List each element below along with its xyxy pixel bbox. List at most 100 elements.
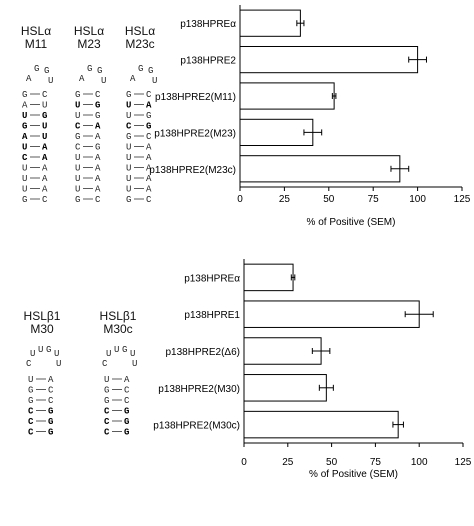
stem-left-nucleotide: U [75, 185, 80, 195]
stem-right-nucleotide: A [48, 375, 54, 385]
stem-right-nucleotide: A [146, 153, 152, 163]
x-tick-label: 25 [282, 457, 294, 468]
stem-left-nucleotide: C [104, 417, 110, 427]
stem-right-nucleotide: A [42, 143, 48, 153]
stem-left-nucleotide: U [104, 375, 109, 385]
stem-right-nucleotide: C [95, 195, 101, 205]
stem-left-nucleotide: C [75, 122, 81, 132]
stem-right-nucleotide: A [95, 164, 101, 174]
loop-nucleotide: G [44, 66, 49, 76]
structure-title-line: M23c [125, 37, 155, 51]
x-tick-label: 100 [411, 457, 428, 468]
stem-loop-bottom-1: U U G UC UU AG CG CC GC GC G [102, 345, 137, 438]
stem-left-nucleotide: U [22, 174, 27, 184]
stem-right-nucleotide: A [146, 101, 152, 111]
stem-left-nucleotide: G [22, 90, 27, 100]
bar [243, 263, 294, 292]
stem-right-nucleotide: A [42, 153, 48, 163]
stem-left-nucleotide: G [75, 195, 80, 205]
stem-left-nucleotide: G [126, 195, 131, 205]
stem-loop-top-2: AG GUG CU AU GC GG CU AU AU AU AU AG C [126, 64, 157, 205]
bar-chart-2: 0 25 50 75 100 125 % of Positive (SEM) p138HPRE… [153, 259, 472, 480]
stem-left-nucleotide: C [28, 417, 34, 427]
bar [239, 45, 419, 74]
stem-left-nucleotide: C [126, 122, 132, 132]
stem-right-nucleotide: U [42, 132, 47, 142]
structure-title-line: HSLβ1 [99, 309, 137, 323]
loop-nucleotide: G [148, 66, 153, 76]
stem-left-nucleotide: G [104, 386, 109, 396]
category-label: p138HPRE2(M11) [155, 92, 236, 103]
structure-title: HSLα M23 [59, 25, 119, 51]
category-label: p138HPRE1 [184, 310, 240, 321]
stem-right-nucleotide: G [124, 417, 129, 427]
loop-nucleotide: C [102, 359, 108, 369]
x-tick-label: 50 [326, 457, 338, 468]
stem-left-nucleotide: G [22, 195, 27, 205]
stem-left-nucleotide: U [126, 185, 131, 195]
structure-title: HSLα M23c [110, 25, 170, 51]
stem-right-nucleotide: G [95, 111, 100, 121]
loop-nucleotide: U [30, 349, 35, 359]
stem-right-nucleotide: C [48, 386, 54, 396]
stem-right-nucleotide: C [146, 132, 152, 142]
x-tick-label: 0 [241, 457, 247, 468]
loop-nucleotide: U [152, 76, 157, 86]
category-label: p138HPRE2(M23c) [149, 165, 236, 176]
stem-left-nucleotide: C [22, 153, 28, 163]
category-label: p138HPREα [180, 19, 236, 30]
loop-nucleotide: G [122, 345, 127, 355]
stem-left-nucleotide: U [126, 164, 131, 174]
loop-nucleotide: G [138, 64, 143, 74]
stem-right-nucleotide: C [42, 90, 48, 100]
loop-nucleotide: U [114, 345, 119, 355]
stem-left-nucleotide: U [75, 101, 80, 111]
stem-left-nucleotide: U [22, 185, 27, 195]
stem-right-nucleotide: C [124, 396, 130, 406]
x-tick-label: 125 [455, 457, 472, 468]
structure-title: HSLα M11 [6, 25, 66, 51]
stem-right-nucleotide: C [124, 386, 130, 396]
bar [243, 300, 420, 328]
stem-left-nucleotide: C [104, 407, 110, 417]
stem-left-nucleotide: U [126, 101, 131, 111]
stem-right-nucleotide: A [95, 132, 101, 142]
category-label: p138HPREα [184, 273, 240, 284]
stem-right-nucleotide: G [95, 143, 100, 153]
stem-right-nucleotide: A [42, 185, 48, 195]
x-axis-label: % of Positive (SEM) [307, 217, 396, 228]
loop-nucleotide: C [26, 359, 32, 369]
structure-title-line: M11 [24, 37, 48, 51]
loop-nucleotide: U [101, 76, 106, 86]
stem-right-nucleotide: G [48, 428, 53, 438]
bar [239, 82, 335, 110]
loop-nucleotide: U [132, 359, 137, 369]
stem-right-nucleotide: G [48, 417, 53, 427]
stem-left-nucleotide: G [75, 90, 80, 100]
x-tick-label: 125 [454, 194, 471, 205]
stem-left-nucleotide: U [126, 174, 131, 184]
x-axis-label: % of Positive (SEM) [309, 469, 398, 480]
category-label: p138HPRE2(Δ6) [166, 347, 241, 358]
loop-nucleotide: U [38, 345, 43, 355]
bar [239, 9, 301, 37]
stem-left-nucleotide: U [28, 375, 33, 385]
stem-loop-top-1: AG GUG CU GU GC AG AC GU AU AU AU AG C [75, 64, 106, 205]
loop-nucleotide: U [130, 349, 135, 359]
loop-nucleotide: U [48, 76, 53, 86]
stem-left-nucleotide: U [75, 174, 80, 184]
stem-left-nucleotide: U [22, 111, 27, 121]
stem-right-nucleotide: C [146, 90, 152, 100]
stem-right-nucleotide: A [146, 143, 152, 153]
stem-left-nucleotide: G [28, 396, 33, 406]
loop-nucleotide: U [54, 349, 59, 359]
loop-nucleotide: A [26, 74, 32, 84]
stem-left-nucleotide: U [126, 153, 131, 163]
stem-right-nucleotide: U [42, 101, 47, 111]
x-tick-label: 75 [368, 194, 380, 205]
stem-left-nucleotide: C [28, 428, 34, 438]
stem-left-nucleotide: G [104, 396, 109, 406]
structure-title: HSLβ1 M30c [88, 310, 148, 336]
x-tick-label: 100 [409, 194, 426, 205]
stem-right-nucleotide: A [95, 153, 101, 163]
